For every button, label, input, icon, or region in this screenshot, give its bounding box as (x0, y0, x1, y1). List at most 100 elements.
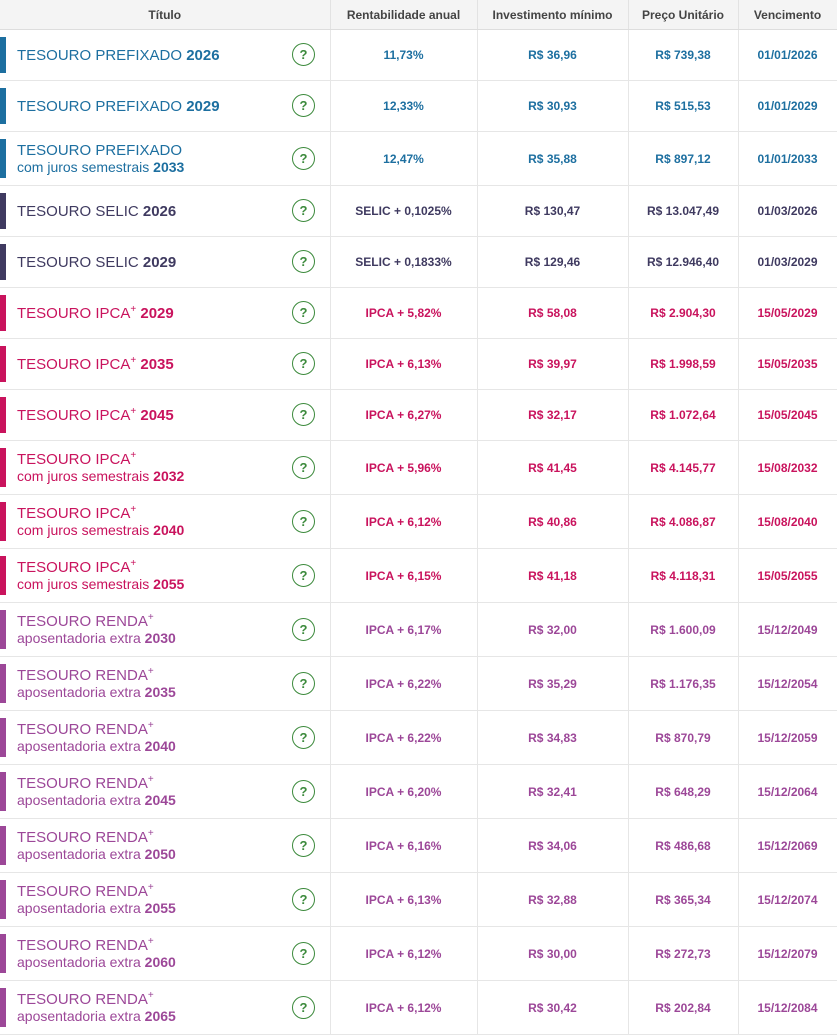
bond-maturity: 15/12/2054 (738, 656, 837, 711)
bond-title-cell[interactable]: TESOURO IPCA+ 2029 ? (0, 287, 331, 339)
bond-title-cell[interactable]: TESOURO IPCA+ 2045 ? (0, 389, 331, 441)
bond-rate: 11,73% (330, 29, 478, 81)
table-row[interactable]: TESOURO SELIC 2026 ? SELIC + 0,1025% R$ … (0, 185, 837, 237)
question-circle-icon[interactable]: ? (292, 509, 315, 533)
bond-title-cell[interactable]: TESOURO RENDA+ aposentadoria extra 2040 … (0, 710, 331, 765)
table-row[interactable]: TESOURO RENDA+ aposentadoria extra 2040 … (0, 710, 837, 765)
bond-title-cell[interactable]: TESOURO IPCA+ com juros semestrais 2040 … (0, 494, 331, 549)
bond-rate-value: + 6,13% (397, 892, 442, 907)
bond-rate-value: 12,47% (383, 151, 424, 166)
bond-superscript: + (130, 354, 137, 366)
table-row[interactable]: TESOURO PREFIXADO com juros semestrais 2… (0, 131, 837, 186)
question-circle-icon[interactable]: ? (292, 833, 315, 857)
table-row[interactable]: TESOURO RENDA+ aposentadoria extra 2060 … (0, 926, 837, 981)
table-row[interactable]: TESOURO RENDA+ aposentadoria extra 2050 … (0, 818, 837, 873)
question-circle-icon[interactable]: ? (292, 352, 315, 375)
bond-title-cell[interactable]: TESOURO IPCA+ com juros semestrais 2055 … (0, 548, 331, 603)
question-circle-icon[interactable]: ? (292, 301, 315, 324)
bond-unit-price: R$ 897,12 (628, 131, 739, 186)
bond-rate-value: + 6,22% (397, 676, 442, 691)
bond-name: TESOURO RENDA (17, 937, 148, 954)
table-row[interactable]: TESOURO PREFIXADO 2026 ? 11,73% R$ 36,96… (0, 29, 837, 81)
bond-title-cell[interactable]: TESOURO SELIC 2029 ? (0, 236, 331, 288)
bond-title-cell[interactable]: TESOURO RENDA+ aposentadoria extra 2030 … (0, 602, 331, 657)
bond-color-bar (0, 295, 6, 331)
bond-rate-prefix: IPCA (365, 892, 394, 907)
bond-maturity: 01/03/2029 (738, 236, 837, 288)
bond-subtitle: com juros semestrais 2055 (0, 576, 330, 592)
bond-unit-price: R$ 739,38 (628, 29, 739, 81)
question-circle-icon[interactable]: ? (292, 995, 315, 1019)
bond-min-investment: R$ 130,47 (477, 185, 629, 237)
question-circle-icon[interactable]: ? (292, 941, 315, 965)
bond-title-cell[interactable]: TESOURO RENDA+ aposentadoria extra 2055 … (0, 872, 331, 927)
bond-color-bar (0, 718, 6, 757)
bond-title-cell[interactable]: TESOURO PREFIXADO com juros semestrais 2… (0, 131, 331, 186)
question-circle-icon[interactable]: ? (292, 403, 315, 426)
bond-year: 2033 (153, 159, 185, 175)
bond-year: 2030 (144, 630, 176, 646)
table-row[interactable]: TESOURO RENDA+ aposentadoria extra 2030 … (0, 602, 837, 657)
bond-rate: IPCA + 6,12% (330, 980, 478, 1035)
question-circle-icon[interactable]: ? (292, 725, 315, 749)
bond-unit-price: R$ 272,73 (628, 926, 739, 981)
bond-title-cell[interactable]: TESOURO SELIC 2026 ? (0, 185, 331, 237)
question-circle-icon[interactable]: ? (292, 887, 315, 911)
bond-maturity: 15/12/2074 (738, 872, 837, 927)
question-circle-icon[interactable]: ? (292, 43, 315, 66)
question-circle-icon[interactable]: ? (292, 617, 315, 641)
bond-title-cell[interactable]: TESOURO IPCA+ com juros semestrais 2032 … (0, 440, 331, 495)
bond-title-cell[interactable]: TESOURO RENDA+ aposentadoria extra 2035 … (0, 656, 331, 711)
bond-name: TESOURO IPCA (17, 451, 131, 468)
table-row[interactable]: TESOURO RENDA+ aposentadoria extra 2055 … (0, 872, 837, 927)
question-circle-icon[interactable]: ? (292, 671, 315, 695)
bond-rate-value: + 6,13% (397, 357, 442, 371)
bond-unit-price: R$ 870,79 (628, 710, 739, 765)
question-circle-icon[interactable]: ? (292, 455, 315, 479)
table-header-row: Título Rentabilidade anual Investimento … (0, 0, 837, 30)
bond-name: TESOURO PREFIXADO (17, 97, 183, 115)
question-circle-icon[interactable]: ? (292, 250, 315, 273)
table-row[interactable]: TESOURO IPCA+ 2035 ? IPCA + 6,13% R$ 39,… (0, 338, 837, 390)
question-circle-icon[interactable]: ? (292, 94, 315, 117)
bond-title: TESOURO RENDA+ (0, 829, 330, 847)
table-row[interactable]: TESOURO IPCA+ 2045 ? IPCA + 6,27% R$ 32,… (0, 389, 837, 441)
question-circle-icon[interactable]: ? (292, 563, 315, 587)
bond-rate: IPCA + 6,16% (330, 818, 478, 873)
question-circle-icon[interactable]: ? (292, 199, 315, 222)
table-row[interactable]: TESOURO RENDA+ aposentadoria extra 2035 … (0, 656, 837, 711)
table-row[interactable]: TESOURO IPCA+ com juros semestrais 2032 … (0, 440, 837, 495)
question-circle-icon[interactable]: ? (292, 146, 315, 170)
bond-rate-value: + 5,96% (397, 460, 442, 475)
bond-title-cell[interactable]: TESOURO PREFIXADO 2026 ? (0, 29, 331, 81)
header-titulo: Título (0, 0, 331, 30)
table-row[interactable]: TESOURO SELIC 2029 ? SELIC + 0,1833% R$ … (0, 236, 837, 288)
bond-year: 2040 (153, 522, 185, 538)
bond-year: 2029 (186, 97, 220, 115)
table-row[interactable]: TESOURO PREFIXADO 2029 ? 12,33% R$ 30,93… (0, 80, 837, 132)
table-row[interactable]: TESOURO RENDA+ aposentadoria extra 2045 … (0, 764, 837, 819)
table-row[interactable]: TESOURO RENDA+ aposentadoria extra 2065 … (0, 980, 837, 1035)
bond-min-investment: R$ 30,00 (477, 926, 629, 981)
table-row[interactable]: TESOURO IPCA+ 2029 ? IPCA + 5,82% R$ 58,… (0, 287, 837, 339)
table-row[interactable]: TESOURO IPCA+ com juros semestrais 2040 … (0, 494, 837, 549)
bond-year: 2065 (144, 1008, 176, 1024)
bond-superscript: + (130, 303, 137, 315)
bond-title-cell[interactable]: TESOURO RENDA+ aposentadoria extra 2045 … (0, 764, 331, 819)
bond-title-cell[interactable]: TESOURO RENDA+ aposentadoria extra 2065 … (0, 980, 331, 1035)
bond-name: TESOURO PREFIXADO (17, 142, 183, 159)
bond-color-bar (0, 397, 6, 433)
bond-title-cell[interactable]: TESOURO RENDA+ aposentadoria extra 2050 … (0, 818, 331, 873)
bond-color-bar (0, 244, 6, 280)
question-circle-icon[interactable]: ? (292, 779, 315, 803)
bond-title-cell[interactable]: TESOURO IPCA+ 2035 ? (0, 338, 331, 390)
bond-maturity: 15/05/2035 (738, 338, 837, 390)
table-row[interactable]: TESOURO IPCA+ com juros semestrais 2055 … (0, 548, 837, 603)
bond-unit-price: R$ 1.072,64 (628, 389, 739, 441)
bond-unit-price: R$ 365,34 (628, 872, 739, 927)
bond-color-bar (0, 448, 6, 487)
bond-superscript: + (147, 612, 154, 623)
bond-title-cell[interactable]: TESOURO PREFIXADO 2029 ? (0, 80, 331, 132)
bond-title-cell[interactable]: TESOURO RENDA+ aposentadoria extra 2060 … (0, 926, 331, 981)
bond-name: TESOURO RENDA (17, 883, 148, 900)
